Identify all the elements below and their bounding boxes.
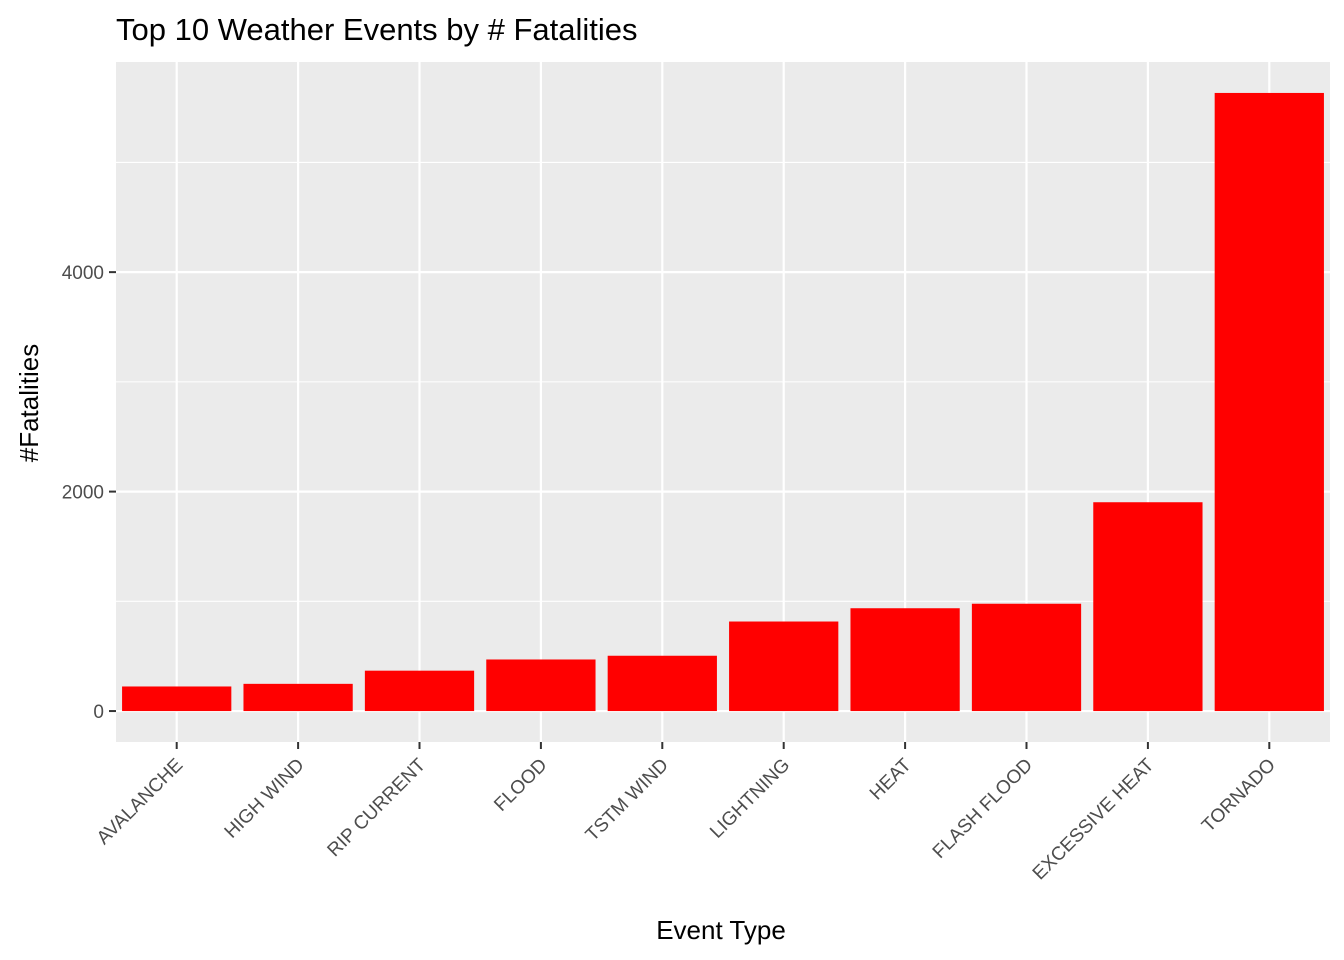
bar (1093, 502, 1203, 712)
bar (1214, 92, 1324, 712)
x-tick-label: TORNADO (1198, 755, 1280, 837)
x-tick-label: HEAT (866, 754, 916, 804)
bar (364, 670, 475, 712)
bar (486, 659, 596, 712)
bar (243, 683, 353, 712)
y-tick-label: 4000 (62, 263, 104, 284)
y-tick-label: 0 (93, 702, 104, 723)
x-tick-label: LIGHTNING (706, 755, 794, 843)
x-tick-label: EXCESSIVE HEAT (1029, 754, 1159, 884)
y-axis-title: #Fatalities (14, 344, 44, 463)
x-tick-label: FLASH FLOOD (929, 755, 1037, 863)
x-tick-label: HIGH WIND (221, 755, 309, 843)
x-tick-label: FLOOD (490, 755, 551, 816)
bar (729, 621, 839, 712)
bar (607, 655, 717, 712)
x-axis-title: Event Type (656, 915, 786, 945)
bar (850, 608, 960, 712)
x-axis: AVALANCHE HIGH WIND RIP CURRENT FLOOD TSTM W… (93, 742, 1280, 884)
x-tick-label: AVALANCHE (93, 755, 187, 849)
x-tick-label: RIP CURRENT (324, 754, 431, 861)
bar (971, 603, 1082, 712)
bar (122, 686, 232, 712)
y-axis: 0 2000 4000 (62, 263, 116, 723)
bars (122, 92, 1324, 712)
gridlines (116, 62, 1330, 742)
x-tick-label: TSTM WIND (582, 755, 673, 846)
chart-title: Top 10 Weather Events by # Fatalities (116, 12, 638, 47)
y-tick-label: 2000 (62, 483, 104, 504)
